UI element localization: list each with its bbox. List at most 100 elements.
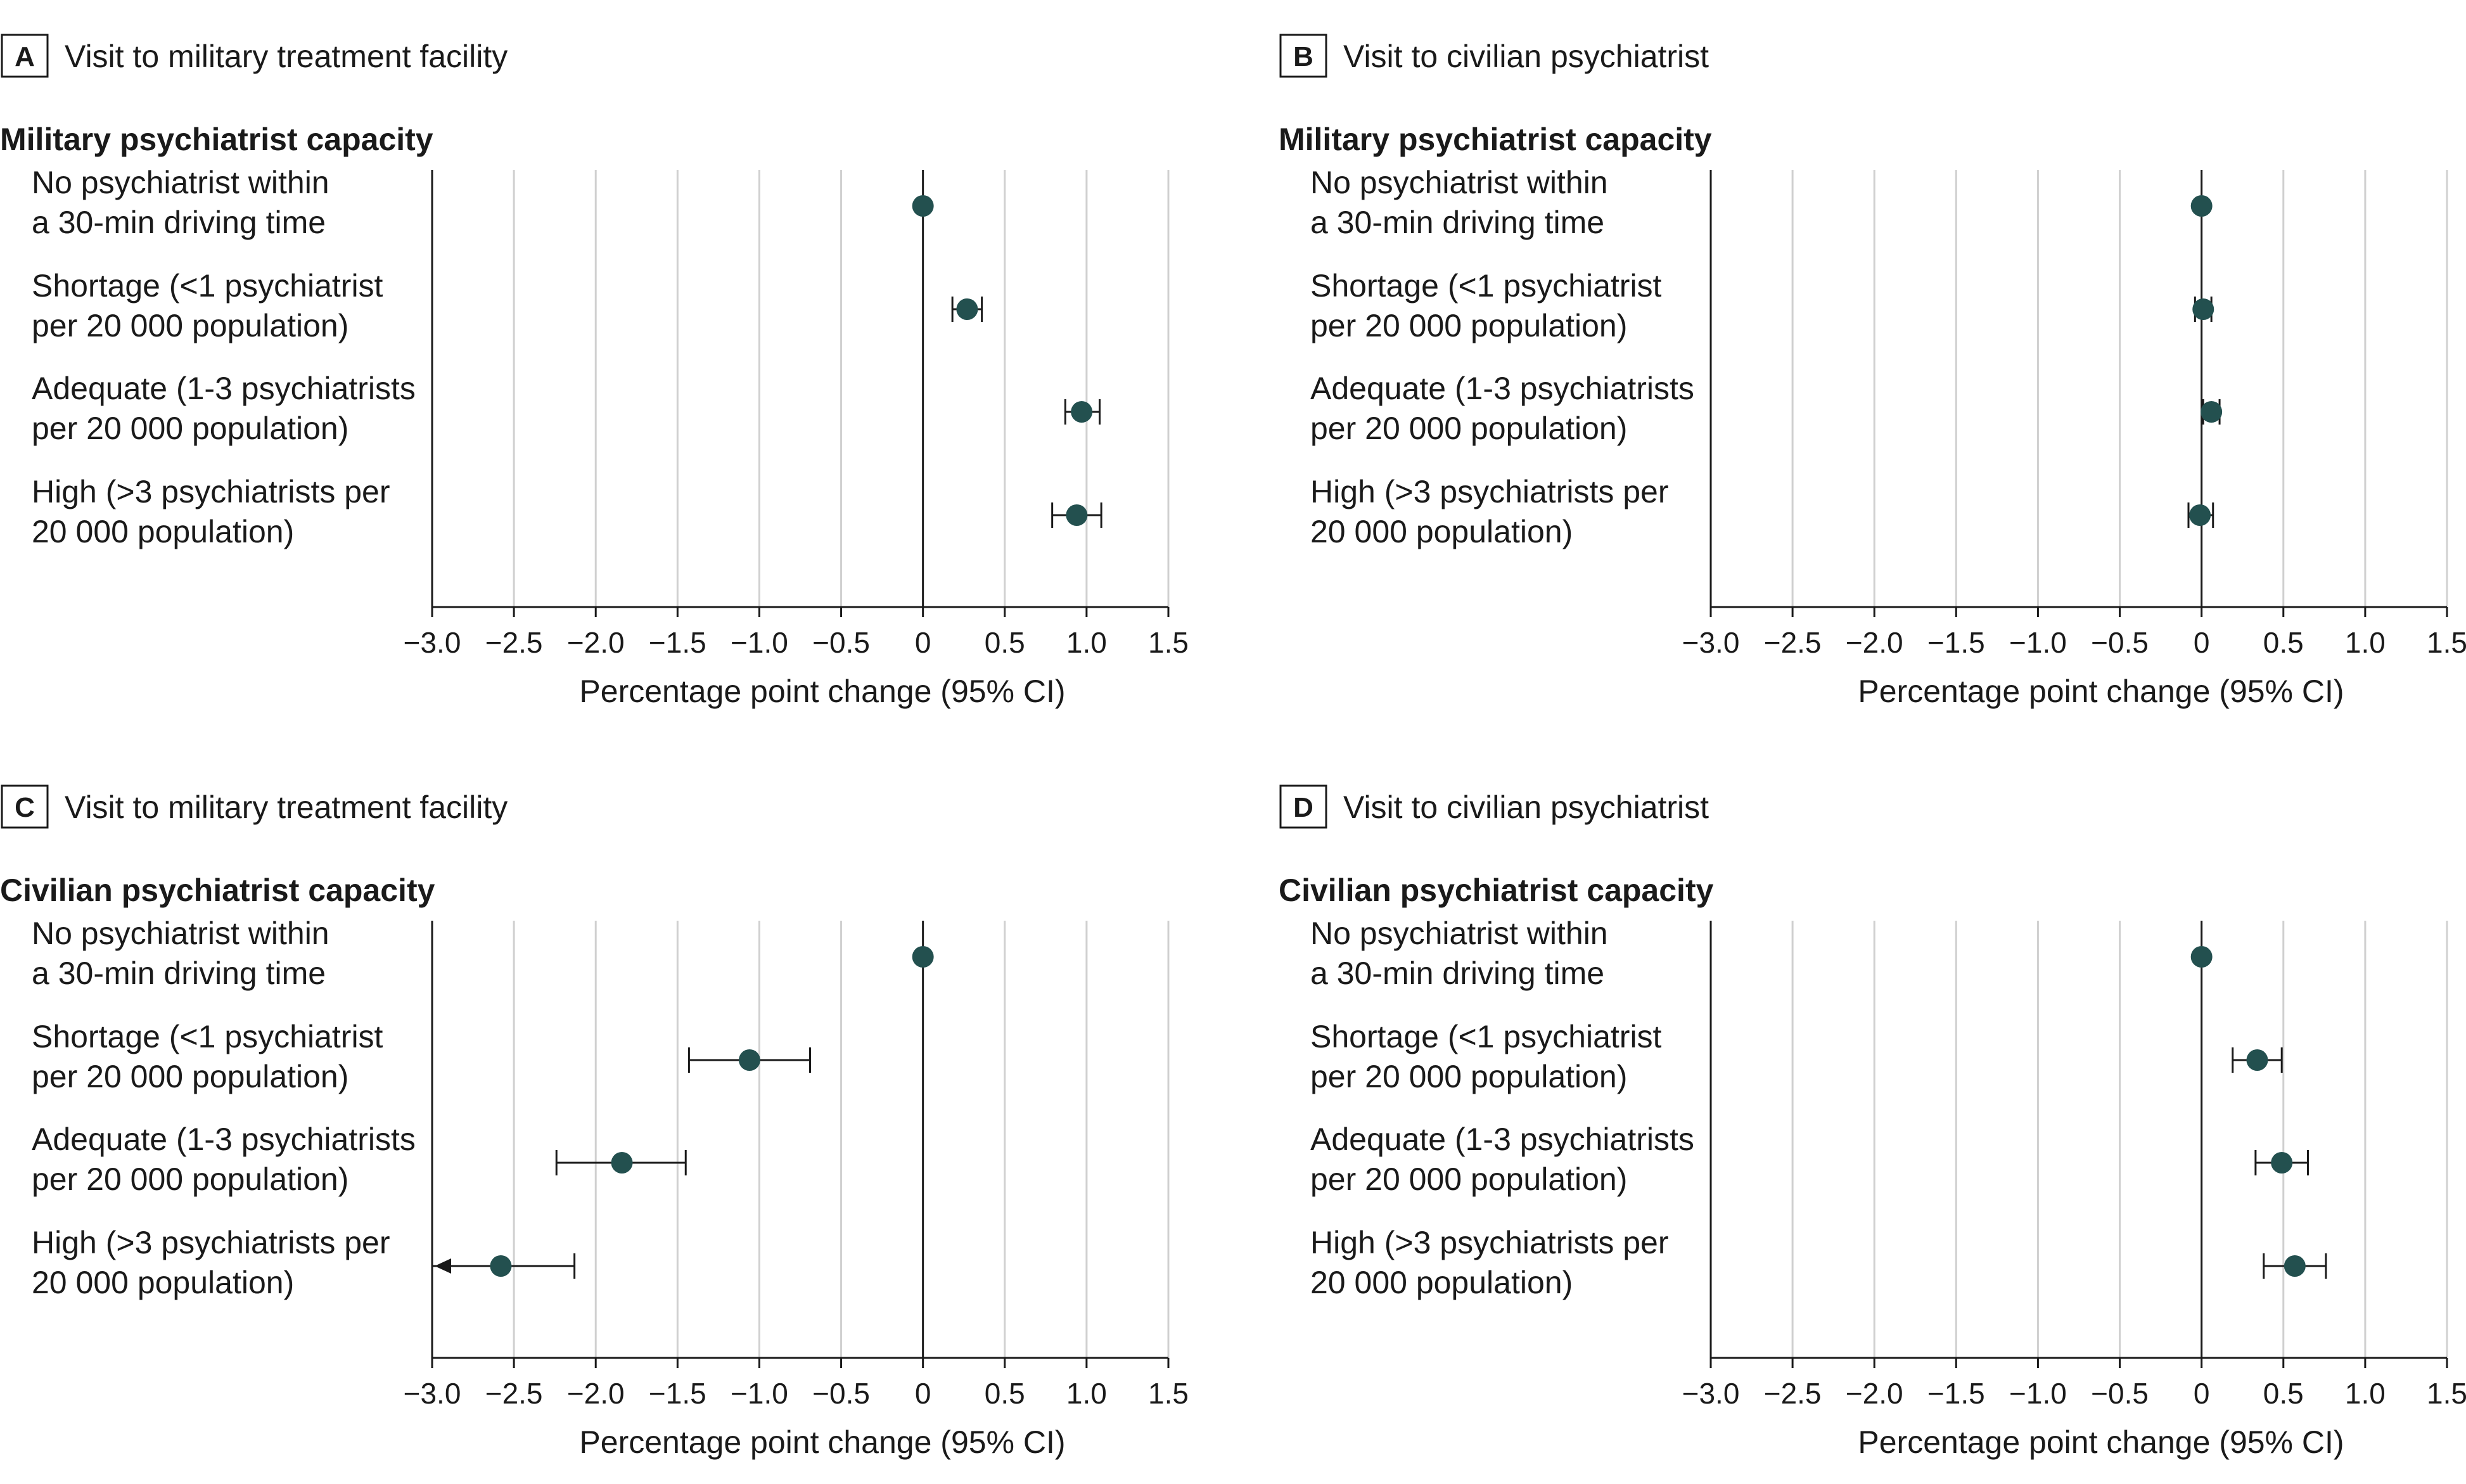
row-label: Shortage (<1 psychiatrist per 20 000 popu…: [32, 1019, 383, 1094]
row-label-line: per 20 000 population): [32, 1059, 348, 1094]
x-tick-label: −1.0: [731, 1377, 788, 1410]
row-label-line: Shortage (<1 psychiatrist: [32, 268, 383, 304]
group-heading: Civilian psychiatrist capacity: [0, 873, 435, 908]
x-tick-label: −3.0: [404, 1377, 461, 1410]
group-heading: Civilian psychiatrist capacity: [1279, 873, 1714, 908]
point-estimate: [738, 1049, 760, 1071]
row-label: No psychiatrist within a 30-min driving t…: [1310, 165, 1608, 240]
row-label-line: a 30-min driving time: [1310, 205, 1604, 240]
x-tick-label: 0: [915, 626, 931, 659]
row-label-line: per 20 000 population): [32, 1161, 348, 1197]
x-tick-label: 1.5: [2427, 626, 2466, 659]
row-label-line: per 20 000 population): [1310, 1059, 1627, 1094]
x-tick-label: −1.0: [2009, 626, 2067, 659]
row-label-line: Adequate (1-3 psychiatrists: [1310, 1122, 1694, 1157]
x-tick-label: −2.0: [1846, 626, 1903, 659]
panel-letter-box: [1, 34, 49, 78]
point-estimate: [490, 1255, 512, 1277]
panel-letter: A: [15, 41, 35, 72]
panel-letter: D: [1293, 792, 1313, 823]
x-tick-label: −0.5: [812, 626, 870, 659]
row-label-line: per 20 000 population): [32, 411, 348, 446]
row-label: High (>3 psychiatrists per 20 000 populat…: [1310, 474, 1669, 549]
row-label-line: per 20 000 population): [1310, 308, 1627, 343]
x-tick-label: −1.0: [2009, 1377, 2067, 1410]
panel-letter: B: [1293, 41, 1313, 72]
panel-letter-box: [1, 784, 49, 829]
x-tick-label: −1.0: [731, 626, 788, 659]
row-label: High (>3 psychiatrists per 20 000 populat…: [32, 474, 390, 549]
row-label-line: per 20 000 population): [32, 308, 348, 343]
x-tick-label: 1.0: [1066, 626, 1107, 659]
group-heading: Military psychiatrist capacity: [1279, 122, 1712, 157]
panel-letter: C: [15, 792, 35, 823]
x-tick-label: 1.5: [2427, 1377, 2466, 1410]
row-label-line: Shortage (<1 psychiatrist: [1310, 1019, 1662, 1054]
point-estimate: [1066, 504, 1088, 526]
x-tick-label: −2.0: [567, 626, 625, 659]
x-tick-label: −1.5: [649, 1377, 706, 1410]
row-label-line: Adequate (1-3 psychiatrists: [1310, 371, 1694, 406]
point-estimate: [2271, 1152, 2293, 1174]
point-estimate: [611, 1152, 633, 1174]
row-label: Adequate (1-3 psychiatrists per 20 000 po…: [1310, 1122, 1694, 1197]
point-estimate: [1071, 401, 1093, 423]
row-label: Adequate (1-3 psychiatrists per 20 000 po…: [32, 371, 416, 446]
point-estimate: [956, 298, 978, 320]
x-tick-label: 0.5: [985, 626, 1025, 659]
x-tick-label: −1.5: [1927, 1377, 1985, 1410]
row-label: High (>3 psychiatrists per 20 000 populat…: [32, 1225, 390, 1300]
ci-arrow-left: [435, 1258, 451, 1274]
x-tick-label: −2.5: [485, 626, 543, 659]
x-tick-label: 0: [2194, 1377, 2210, 1410]
x-tick-label: −2.5: [1764, 626, 1822, 659]
row-label: No psychiatrist within a 30-min driving t…: [1310, 916, 1608, 991]
panel-letter-box: [1279, 784, 1327, 829]
x-tick-label: −0.5: [2091, 626, 2149, 659]
x-tick-label: 1.0: [1066, 1377, 1107, 1410]
x-tick-label: −2.0: [567, 1377, 625, 1410]
row-label-line: 20 000 population): [1310, 1265, 1573, 1300]
row-label: No psychiatrist within a 30-min driving t…: [32, 165, 329, 240]
x-axis-title: Percentage point change (95% CI): [579, 674, 1065, 709]
x-tick-label: 1.0: [2345, 1377, 2386, 1410]
panel-b: B Visit to civilian psychiatrist Military …: [1279, 34, 2466, 709]
panel-title: Visit to civilian psychiatrist: [1343, 39, 1709, 74]
point-estimate: [2189, 504, 2211, 526]
row-label-line: High (>3 psychiatrists per: [1310, 474, 1669, 509]
row-label-line: Adequate (1-3 psychiatrists: [32, 1122, 416, 1157]
row-label-line: 20 000 population): [32, 514, 294, 549]
point-estimate: [2284, 1255, 2306, 1277]
x-axis-title: Percentage point change (95% CI): [1858, 674, 2344, 709]
panel-letter-box: [1279, 34, 1327, 78]
x-tick-label: −2.0: [1846, 1377, 1903, 1410]
row-label-line: High (>3 psychiatrists per: [32, 1225, 390, 1260]
row-label-line: No psychiatrist within: [1310, 916, 1608, 951]
x-tick-label: 0: [915, 1377, 931, 1410]
row-label-line: 20 000 population): [1310, 514, 1573, 549]
x-tick-label: 0: [2194, 626, 2210, 659]
row-label-line: High (>3 psychiatrists per: [1310, 1225, 1669, 1260]
point-estimate: [2192, 298, 2214, 320]
x-tick-label: −2.5: [485, 1377, 543, 1410]
x-tick-label: −3.0: [404, 626, 461, 659]
row-label-line: Adequate (1-3 psychiatrists: [32, 371, 416, 406]
point-estimate: [2246, 1049, 2268, 1071]
point-estimate: [2190, 946, 2213, 968]
group-heading: Military psychiatrist capacity: [0, 122, 433, 157]
panel-c: C Visit to military treatment facility Civ…: [0, 784, 1189, 1460]
x-tick-label: 0.5: [985, 1377, 1025, 1410]
row-label-line: a 30-min driving time: [32, 956, 326, 991]
row-label-line: 20 000 population): [32, 1265, 294, 1300]
panel-title: Visit to civilian psychiatrist: [1343, 790, 1709, 825]
row-label-line: a 30-min driving time: [1310, 956, 1604, 991]
x-tick-label: −3.0: [1682, 1377, 1740, 1410]
point-estimate: [2190, 195, 2213, 217]
x-tick-label: 1.5: [1148, 626, 1189, 659]
x-tick-label: −1.5: [649, 626, 706, 659]
x-tick-label: −3.0: [1682, 626, 1740, 659]
panel-title: Visit to military treatment facility: [65, 39, 508, 74]
row-label-line: per 20 000 population): [1310, 1161, 1627, 1197]
row-label-line: Shortage (<1 psychiatrist: [1310, 268, 1662, 304]
